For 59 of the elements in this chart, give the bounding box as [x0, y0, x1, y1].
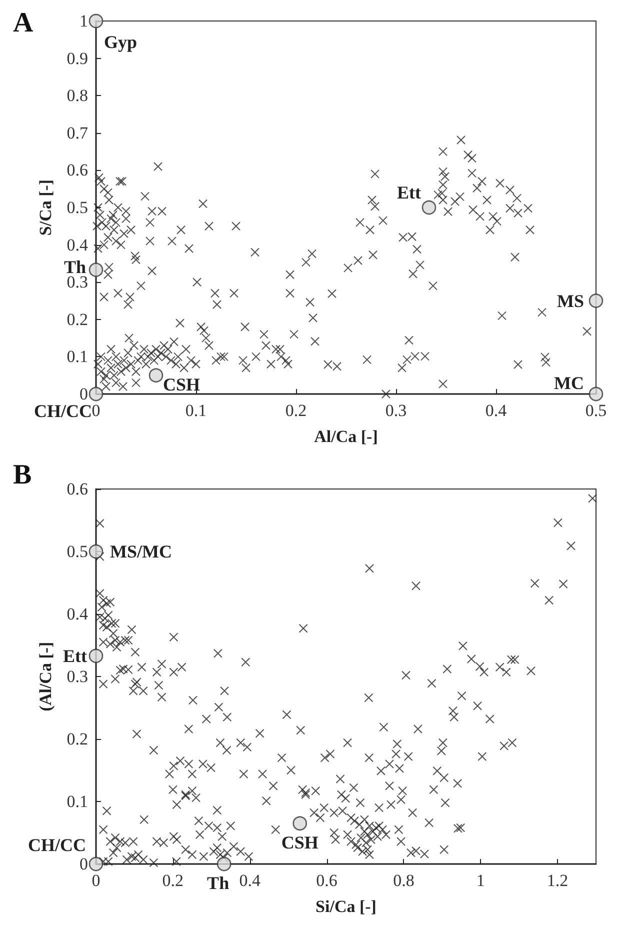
y-tick-label: 0.8: [66, 86, 88, 106]
x-tick-label: 0.1: [185, 401, 207, 420]
x-tick-label: 1.2: [546, 871, 568, 890]
y-tick-label: 0.2: [66, 310, 88, 329]
y-tick-label: 0.5: [66, 198, 88, 217]
x-tick-label: 1: [476, 871, 485, 890]
x-tick-label: 0.8: [393, 871, 414, 890]
point: [216, 856, 232, 872]
annotation: Ett: [63, 646, 87, 666]
x-axis-title: Si/Ca [-]: [316, 897, 376, 916]
x-tick-label: 0.6: [316, 871, 338, 890]
point: [588, 294, 604, 308]
y-tick-label: 0.4: [66, 604, 88, 624]
y-tick-label: 0: [80, 384, 88, 404]
y-tick-label: 0.2: [66, 730, 88, 748]
point: [88, 544, 104, 559]
x-tick-label: 0.4: [485, 401, 508, 420]
annotation: Ett: [397, 182, 421, 202]
x-tick-label: 0.2: [162, 871, 184, 890]
annotation: MS: [557, 290, 584, 311]
point: [88, 856, 104, 872]
annotation: CH/CC: [34, 401, 92, 421]
y-tick-label: 0.5: [66, 542, 88, 561]
y-tick-label: 0.4: [66, 235, 88, 254]
x-tick-label: 0: [92, 401, 100, 420]
point: [88, 386, 104, 402]
annotation: CSH: [281, 832, 318, 852]
annotation: MC: [554, 373, 584, 393]
point: [88, 14, 104, 28]
y-tick-label: 0.1: [66, 347, 88, 366]
point: [88, 648, 104, 664]
x-tick-label: 0.4: [239, 871, 261, 890]
y-tick-label: 0.3: [66, 667, 88, 686]
y-tick-label: 1: [80, 12, 88, 30]
annotation: Gyp: [104, 32, 138, 52]
x-tick-label: 0.3: [385, 401, 407, 420]
annotation: CH/CC: [28, 835, 86, 855]
y-tick-label: 0.1: [66, 792, 88, 811]
annotation: MS/MC: [110, 542, 172, 562]
y-tick-label: 0: [80, 854, 88, 874]
y-axis-title: S/Ca [-]: [36, 179, 55, 236]
point: [148, 368, 164, 382]
point: [292, 816, 307, 831]
annotation: Th: [207, 873, 230, 893]
point: [422, 200, 436, 215]
y-axis-title: (Al/Ca [-]: [36, 642, 55, 712]
y-tick-label: 0.9: [66, 48, 88, 68]
chart-title: B: [13, 460, 32, 490]
annotation: CSH: [163, 374, 200, 394]
point: [588, 386, 604, 402]
x-tick-label: 0.2: [285, 401, 307, 420]
chart-title: A: [13, 8, 34, 38]
y-tick-label: 0.6: [66, 160, 88, 180]
y-tick-label: 0.7: [66, 123, 88, 142]
x-tick-label: 0.5: [585, 401, 607, 420]
x-axis-title: Al/Ca [-]: [314, 427, 378, 446]
x-tick-label: 0: [92, 871, 100, 890]
y-tick-label: 0.6: [66, 480, 88, 498]
point: [88, 262, 104, 277]
